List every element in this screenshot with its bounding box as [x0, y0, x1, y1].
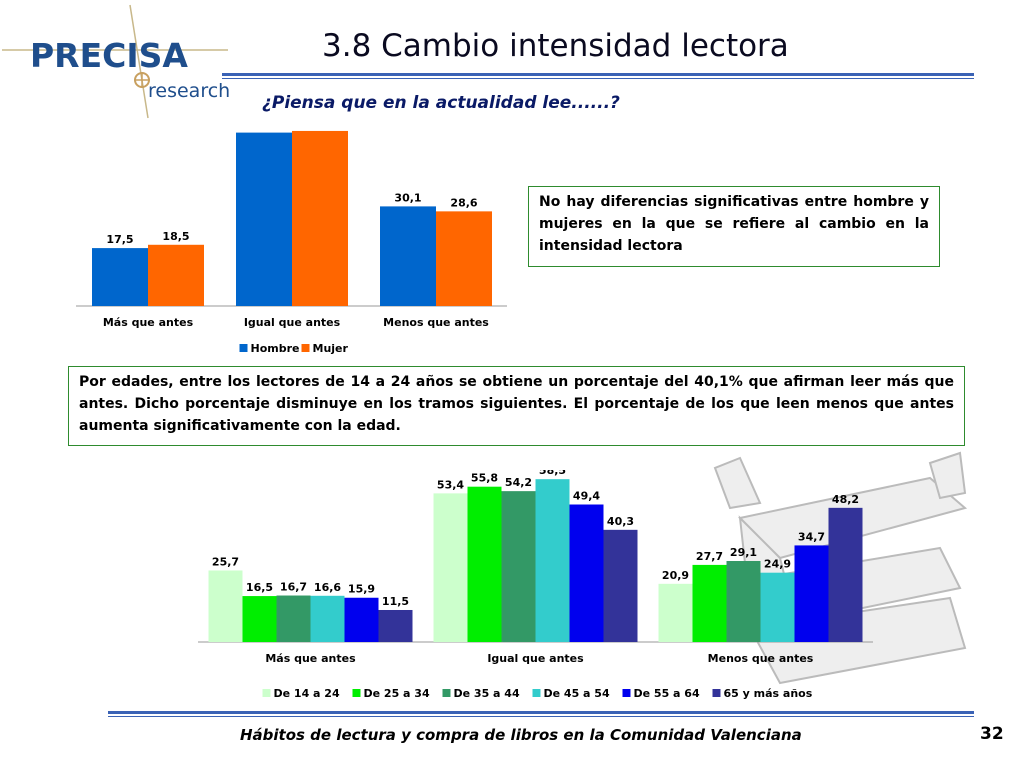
- bar-2-0: [658, 583, 693, 642]
- bar-1-3: [535, 479, 570, 642]
- data-label: 29,1: [730, 546, 757, 559]
- header-rule: [222, 73, 974, 76]
- data-label: 40,3: [607, 515, 634, 528]
- survey-question: ¿Piensa que en la actualidad lee......?: [262, 93, 620, 113]
- bar-2-5: [828, 507, 863, 642]
- bar-1-2: [501, 491, 536, 642]
- data-label: 25,7: [212, 555, 239, 568]
- legend-label: De 35 a 44: [454, 687, 520, 700]
- note-age: Por edades, entre los lectores de 14 a 2…: [68, 366, 965, 446]
- slide-title: 3.8 Cambio intensidad lectora: [322, 28, 789, 64]
- data-label: 17,5: [106, 233, 133, 246]
- category-label: Igual que antes: [244, 316, 341, 329]
- data-label: 20,9: [662, 569, 689, 582]
- data-label: 16,7: [280, 581, 307, 594]
- legend-label: De 25 a 34: [364, 687, 430, 700]
- data-label: 53,4: [437, 478, 464, 491]
- logo-sub-text: research: [148, 80, 230, 102]
- footer-text: Hábitos de lectura y compra de libros en…: [240, 726, 802, 744]
- bar-2-2: [726, 561, 761, 642]
- data-label: 18,5: [162, 230, 189, 243]
- category-label: Menos que antes: [708, 652, 814, 665]
- data-label: 55,8: [471, 472, 498, 485]
- chart-age: 25,7 16,5 16,7 16,6 15,9 11,5 53,4 55,8 54,2 58,5…: [198, 470, 873, 700]
- bar-0-1: [148, 244, 204, 306]
- bar-2-1: [692, 564, 727, 642]
- data-label: 28,6: [450, 196, 477, 209]
- data-label: 34,7: [798, 530, 825, 543]
- legend-swatch: [352, 689, 361, 697]
- legend-swatch: [301, 344, 310, 352]
- bar-0-0: [208, 570, 243, 642]
- bar-2-4: [794, 545, 829, 642]
- bar-1-1: [467, 486, 502, 642]
- precisa-research-logo: PRECISA research: [2, 4, 230, 119]
- bar-0-0: [92, 248, 148, 306]
- data-label: 48,2: [832, 493, 859, 506]
- data-label: 58,5: [539, 470, 566, 477]
- data-label: 24,9: [764, 558, 791, 571]
- legend-swatch: [532, 689, 541, 697]
- bar-1-5: [603, 529, 638, 642]
- data-label: 15,9: [348, 583, 375, 596]
- bar-0-1: [242, 596, 277, 642]
- legend-label: De 45 a 54: [544, 687, 610, 700]
- legend-swatch: [712, 689, 721, 697]
- legend-swatch: [622, 689, 631, 697]
- data-label: 16,5: [246, 581, 273, 594]
- bar-0-4: [344, 597, 379, 642]
- footer-rule: [108, 711, 974, 714]
- bar-1-1: [292, 130, 348, 306]
- bar-0-5: [378, 609, 413, 642]
- legend-swatch: [442, 689, 451, 697]
- header-rule-thin: [222, 78, 974, 79]
- bar-2-1: [436, 211, 492, 306]
- data-label: 30,1: [394, 191, 421, 204]
- category-label: Igual que antes: [487, 652, 584, 665]
- category-label: Más que antes: [103, 316, 194, 329]
- legend-swatch: [262, 689, 271, 697]
- bar-1-0: [236, 132, 292, 306]
- bar-0-3: [310, 595, 345, 642]
- data-label: 49,4: [573, 490, 600, 503]
- chart-gender: 17,518,552,452,930,128,6 Más que antesIg…: [76, 130, 507, 355]
- category-label: Menos que antes: [383, 316, 489, 329]
- logo-main-text: PRECISA: [30, 36, 188, 75]
- legend-label: Mujer: [313, 342, 349, 355]
- data-label: 27,7: [696, 550, 723, 563]
- bar-2-0: [380, 206, 436, 306]
- bar-1-4: [569, 504, 604, 642]
- legend-label: Hombre: [251, 342, 300, 355]
- legend-label: 65 y más años: [724, 687, 813, 700]
- bar-1-0: [433, 493, 468, 642]
- category-label: Más que antes: [265, 652, 356, 665]
- legend-swatch: [239, 344, 248, 352]
- page-number: 32: [980, 724, 1004, 744]
- bar-0-2: [276, 595, 311, 642]
- data-label: 52,4: [250, 130, 277, 131]
- data-label: 16,6: [314, 581, 341, 594]
- footer-rule-thin: [108, 716, 974, 717]
- data-label: 54,2: [505, 476, 532, 489]
- legend-label: De 55 a 64: [634, 687, 700, 700]
- data-label: 11,5: [382, 595, 409, 608]
- note-gender: No hay diferencias significativas entre …: [528, 186, 940, 267]
- bar-2-3: [760, 572, 795, 642]
- legend-label: De 14 a 24: [274, 687, 340, 700]
